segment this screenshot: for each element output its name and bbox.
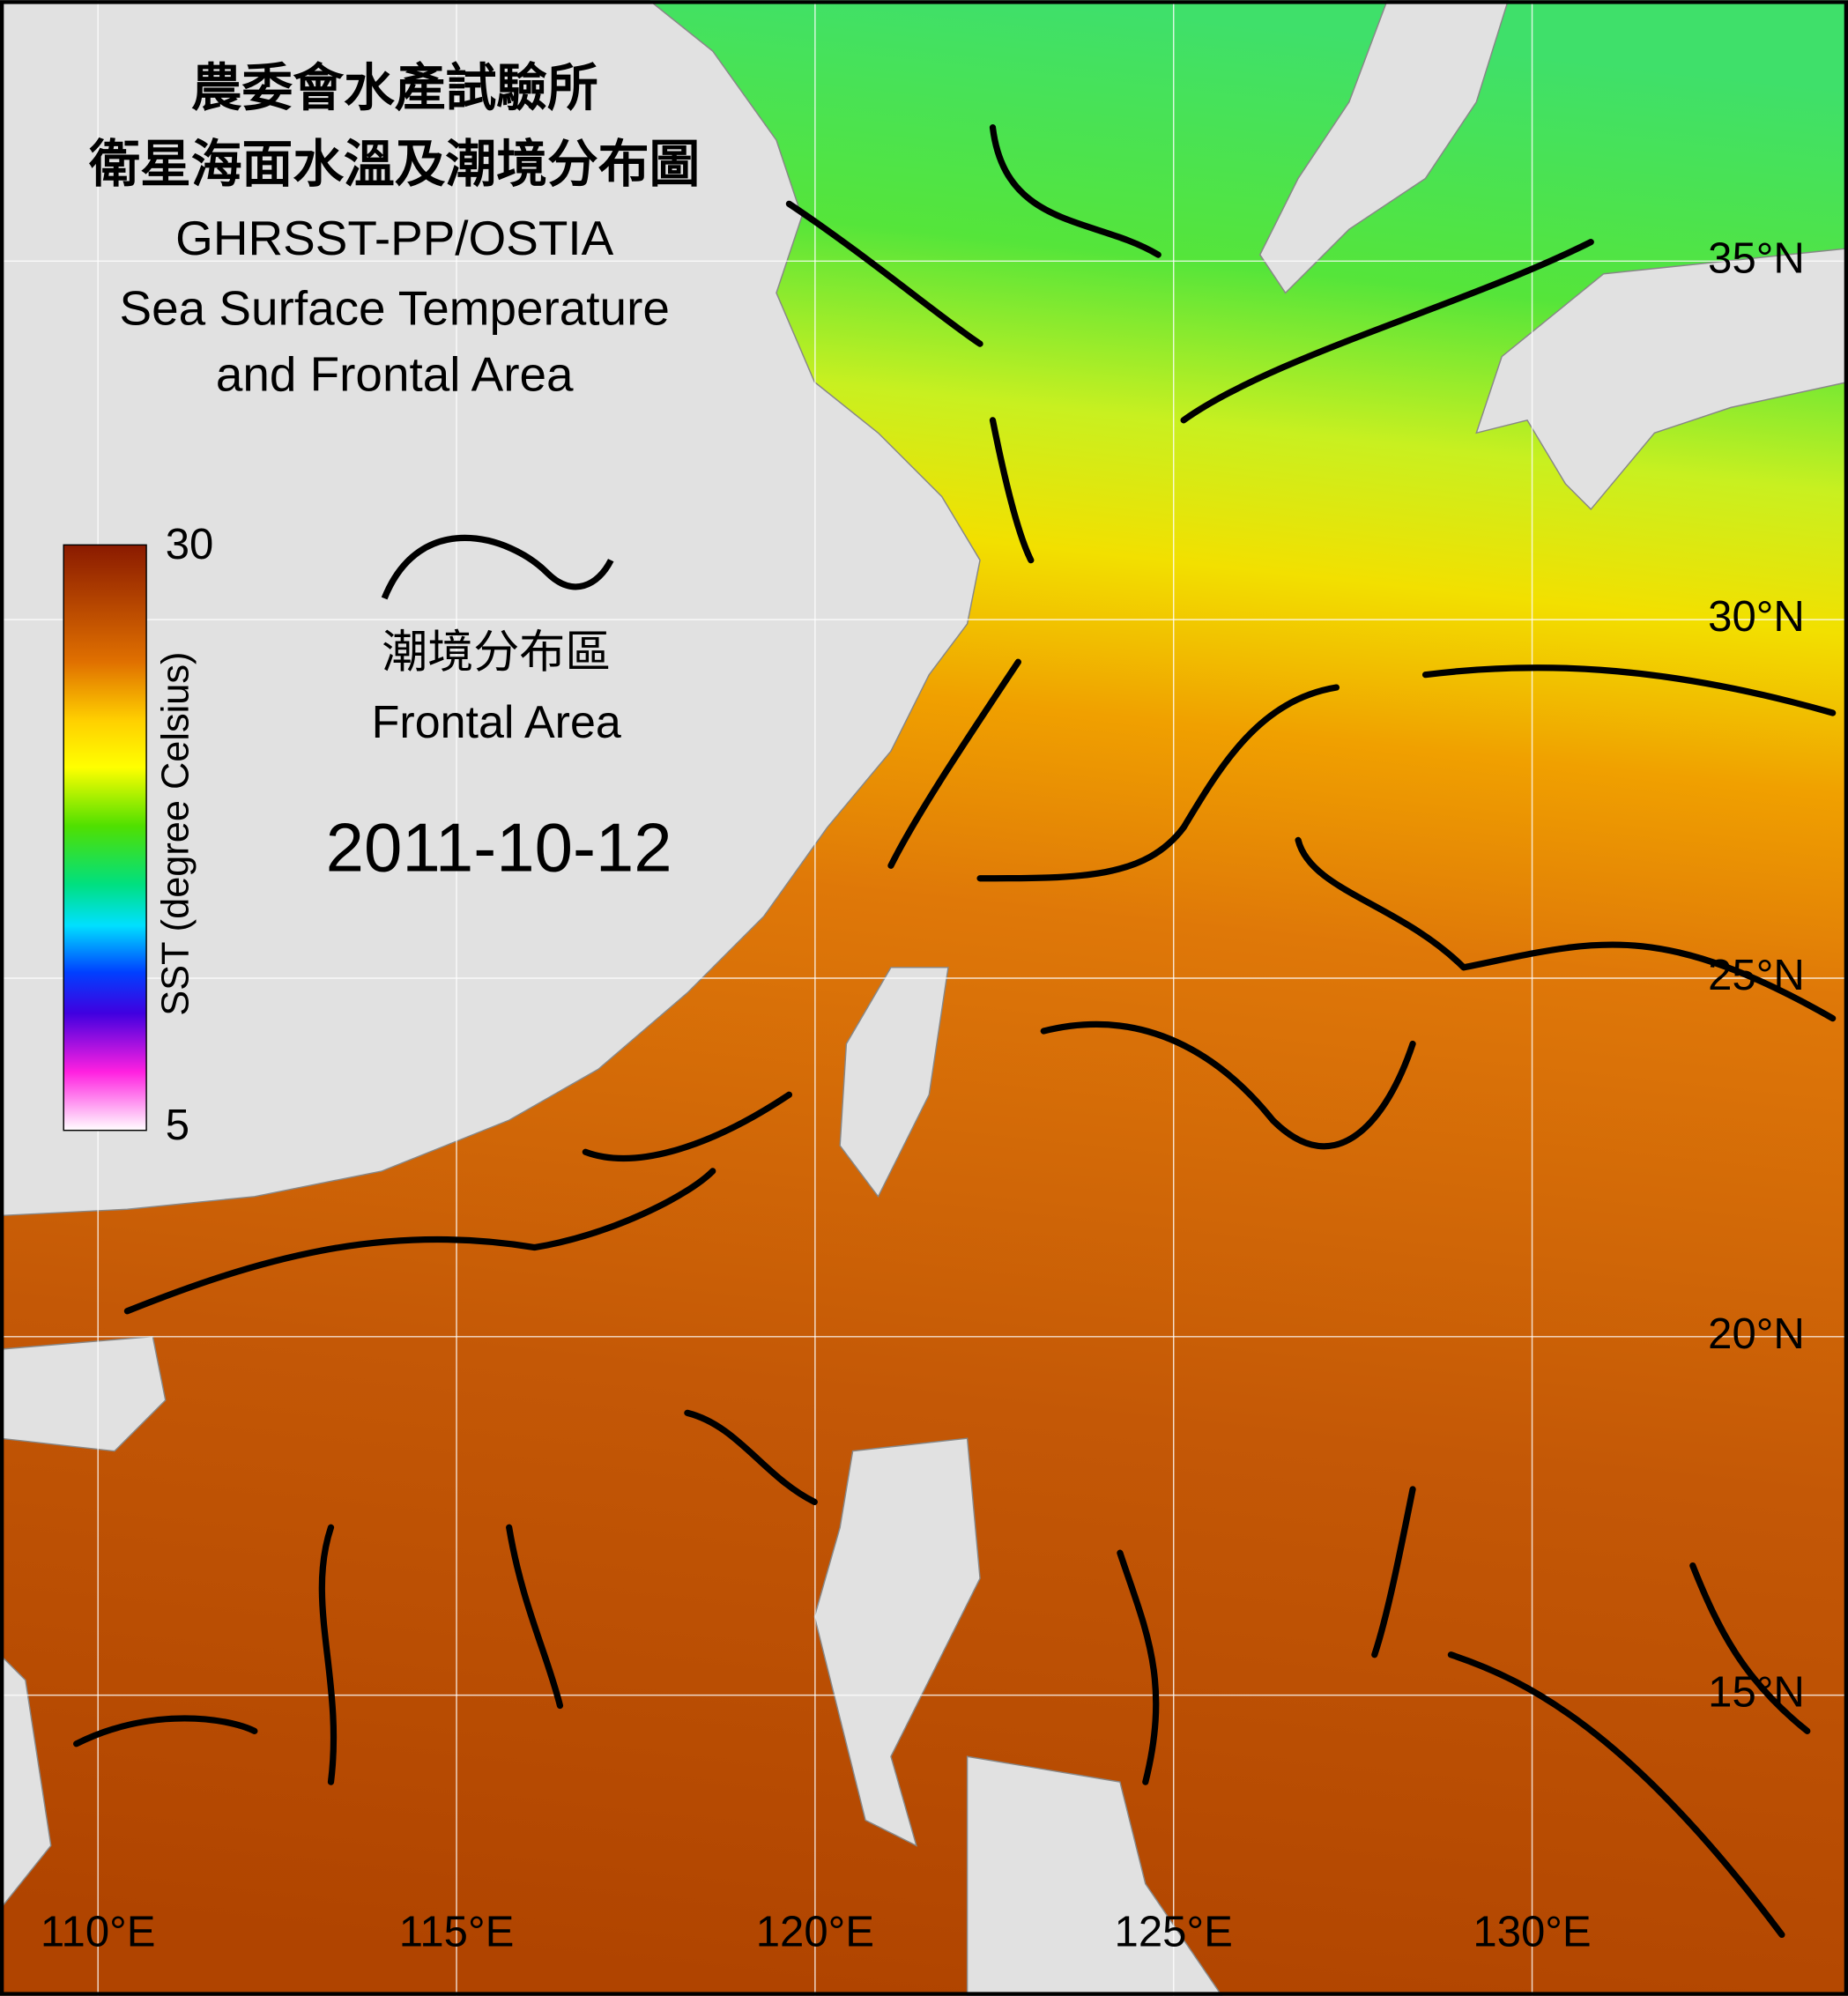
colorbar <box>63 544 147 1132</box>
lat-label: 35°N <box>1708 234 1805 282</box>
lat-label: 25°N <box>1708 952 1805 999</box>
lon-label: 130°E <box>1473 1908 1591 1955</box>
lon-label: 125°E <box>1115 1908 1233 1955</box>
lat-label: 30°N <box>1708 593 1805 641</box>
title-line: 衛星海面水溫及潮境分布圖 <box>88 137 700 193</box>
legend-label: Frontal Area <box>372 697 621 748</box>
legend-label: 潮境分布區 <box>382 627 611 679</box>
colorbar-ticks: 30 5 <box>166 521 214 1149</box>
title-line: and Frontal Area <box>216 347 574 402</box>
fronts <box>73 124 1837 1939</box>
title-line: 農委會水產試驗所 <box>191 60 598 116</box>
lon-label: 115°E <box>399 1908 515 1955</box>
colorbar-tick-label: 30 <box>166 521 214 568</box>
colorbar-tick-label: 5 <box>166 1102 189 1149</box>
lon-label: 120°E <box>756 1908 874 1955</box>
colorbar-label: SST (degree Celsius) <box>155 652 197 1016</box>
lon-label: 110°E <box>41 1908 156 1955</box>
legend-symbol <box>381 534 614 600</box>
title-line: Sea Surface Temperature <box>120 281 670 336</box>
date: 2011-10-12 <box>326 808 672 886</box>
lat-label: 15°N <box>1708 1669 1805 1717</box>
lat-label: 20°N <box>1708 1310 1805 1358</box>
title-line: GHRSST-PP/OSTIA <box>175 211 613 265</box>
